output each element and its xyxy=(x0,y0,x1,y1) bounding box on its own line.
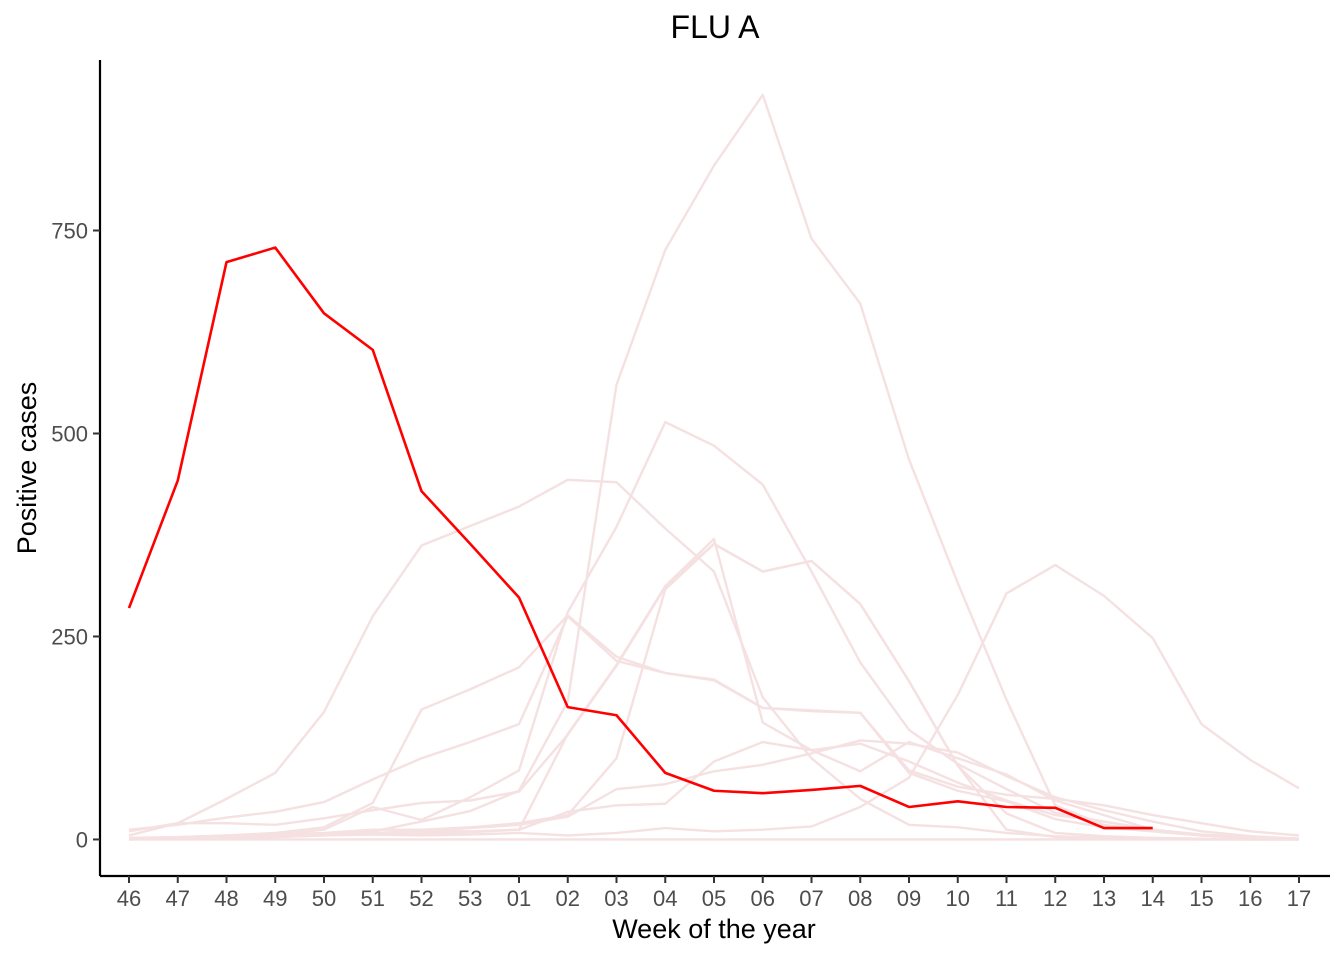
background-series-line xyxy=(128,740,1300,840)
x-tick-label: 16 xyxy=(1238,886,1262,911)
x-tick-label: 05 xyxy=(702,886,726,911)
x-tick-label: 03 xyxy=(604,886,628,911)
background-series-line xyxy=(128,542,1299,841)
x-tick-label: 47 xyxy=(166,886,190,911)
x-tick-label: 46 xyxy=(117,886,141,911)
x-tick-label: 14 xyxy=(1141,886,1165,911)
x-tick-label: 07 xyxy=(799,886,823,911)
highlighted-series-line xyxy=(127,246,1153,830)
y-axis-title: Positive cases xyxy=(12,382,42,555)
background-series-line xyxy=(128,93,1300,841)
y-tick-label: 750 xyxy=(51,219,88,244)
background-series-line xyxy=(128,614,1300,837)
x-tick-label: 13 xyxy=(1092,886,1116,911)
x-tick-label: 08 xyxy=(848,886,872,911)
x-tick-label: 52 xyxy=(409,886,433,911)
x-tick-label: 51 xyxy=(361,886,385,911)
axes-layer xyxy=(98,60,1330,878)
x-tick-label: 53 xyxy=(458,886,482,911)
y-tick-label: 0 xyxy=(76,827,88,852)
chart-title: FLU A xyxy=(671,9,761,45)
x-tick-label: 17 xyxy=(1287,886,1311,911)
x-tick-label: 04 xyxy=(653,886,677,911)
x-tick-label: 15 xyxy=(1189,886,1213,911)
x-tick-label: 02 xyxy=(556,886,580,911)
ticks-layer: 0 250 500 750 46 47 48 49 50 51 52 53 01 02 03 04 05 06 07… xyxy=(51,219,1311,911)
x-tick-label: 49 xyxy=(263,886,287,911)
x-tick-label: 12 xyxy=(1043,886,1067,911)
background-series-line xyxy=(128,537,1300,841)
background-series-line xyxy=(128,563,1300,840)
x-axis-title: Week of the year xyxy=(612,914,816,944)
series-layer xyxy=(127,93,1300,841)
background-series-line xyxy=(128,542,1299,841)
y-tick-label: 500 xyxy=(51,421,88,446)
background-series-line xyxy=(128,478,1299,841)
x-tick-label: 06 xyxy=(751,886,775,911)
x-tick-label: 01 xyxy=(507,886,531,911)
x-tick-label: 50 xyxy=(312,886,336,911)
y-tick-label: 250 xyxy=(51,624,88,649)
x-tick-label: 48 xyxy=(214,886,238,911)
background-series-line xyxy=(128,420,1300,840)
x-tick-label: 10 xyxy=(946,886,970,911)
x-tick-label: 11 xyxy=(995,886,1018,911)
x-tick-label: 09 xyxy=(897,886,921,911)
